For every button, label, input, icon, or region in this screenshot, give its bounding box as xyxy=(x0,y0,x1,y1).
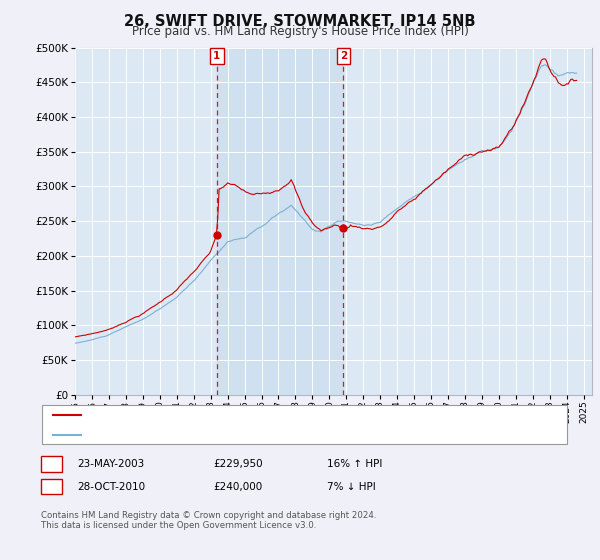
Text: 23-MAY-2003: 23-MAY-2003 xyxy=(77,459,144,469)
Text: Contains HM Land Registry data © Crown copyright and database right 2024.
This d: Contains HM Land Registry data © Crown c… xyxy=(41,511,376,530)
Text: 26, SWIFT DRIVE, STOWMARKET, IP14 5NB: 26, SWIFT DRIVE, STOWMARKET, IP14 5NB xyxy=(124,14,476,29)
Text: 1: 1 xyxy=(48,459,55,469)
Bar xyxy=(217,48,343,395)
Text: £229,950: £229,950 xyxy=(213,459,263,469)
Text: 2: 2 xyxy=(48,482,55,492)
Text: 1: 1 xyxy=(214,52,221,61)
Text: 7% ↓ HPI: 7% ↓ HPI xyxy=(327,482,376,492)
Text: £240,000: £240,000 xyxy=(213,482,262,492)
Text: 16% ↑ HPI: 16% ↑ HPI xyxy=(327,459,382,469)
Text: HPI: Average price, detached house, Mid Suffolk: HPI: Average price, detached house, Mid … xyxy=(85,430,320,440)
Text: 26, SWIFT DRIVE, STOWMARKET, IP14 5NB (detached house): 26, SWIFT DRIVE, STOWMARKET, IP14 5NB (d… xyxy=(85,410,383,420)
Text: 2: 2 xyxy=(340,52,347,61)
Text: 28-OCT-2010: 28-OCT-2010 xyxy=(77,482,145,492)
Text: Price paid vs. HM Land Registry's House Price Index (HPI): Price paid vs. HM Land Registry's House … xyxy=(131,25,469,38)
